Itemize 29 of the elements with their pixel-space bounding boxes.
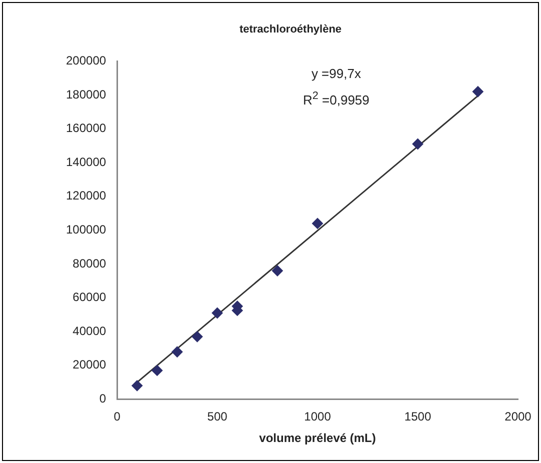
y-tick-label: 0: [99, 392, 106, 406]
point: [312, 218, 324, 229]
point: [192, 331, 203, 342]
y-tick-label: 100000: [66, 222, 106, 237]
x-tick-label: 500: [207, 410, 228, 424]
point: [132, 380, 143, 392]
x-tick-label: 0: [114, 410, 121, 424]
y-tick-label: 140000: [66, 154, 106, 169]
point: [152, 364, 163, 376]
annotation: y =99,7x: [310, 65, 362, 83]
x-tick-label: 1000: [304, 410, 332, 424]
point: [212, 308, 223, 319]
point: [272, 265, 283, 276]
y-tick-label: 180000: [66, 87, 106, 102]
y-tick-label: 40000: [72, 324, 106, 338]
y-tick-label: 80000: [72, 256, 106, 270]
y-tick-label: 160000: [66, 121, 106, 136]
x-tick-label: 1500: [404, 410, 432, 424]
x-axis-title: volume prélevé (mL): [259, 431, 376, 446]
y-tick-label: 60000: [72, 290, 106, 304]
point: [412, 138, 424, 150]
point: [472, 86, 484, 98]
annotation: R$^{2}$ =0,9959: [303, 89, 370, 110]
chart-title: tetrachloroéthylène: [239, 24, 342, 36]
x-tick-label: 2000: [504, 410, 532, 424]
point: [172, 346, 183, 358]
y-tick-label: 20000: [72, 358, 106, 372]
y-tick-label: 120000: [66, 188, 106, 203]
y-tick-label: 200000: [66, 54, 106, 68]
